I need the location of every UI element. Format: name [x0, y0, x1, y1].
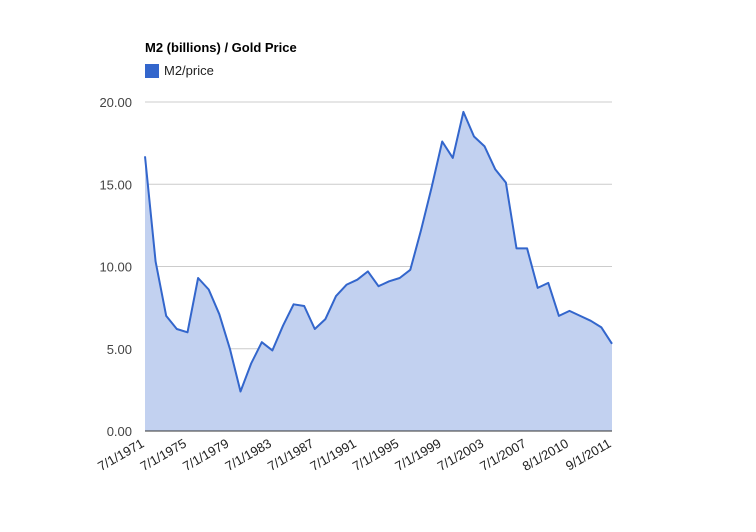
- legend-label: M2/price: [164, 63, 214, 78]
- legend: M2/price: [145, 63, 214, 78]
- x-axis-labels: 7/1/19717/1/19757/1/19797/1/19837/1/1987…: [95, 436, 613, 474]
- legend-swatch-icon: [145, 63, 159, 78]
- y-tick-label: 20.00: [99, 95, 132, 110]
- data-line: [144, 110, 613, 393]
- x-tick-label: 7/1/1983: [223, 436, 274, 474]
- x-tick-label: 7/1/1999: [392, 436, 443, 474]
- y-tick-label: 5.00: [107, 342, 132, 357]
- x-tick-label: 7/1/1987: [265, 436, 316, 474]
- y-tick-label: 15.00: [99, 177, 132, 192]
- x-tick-label: 7/1/1991: [307, 436, 358, 474]
- x-tick-label: 7/1/1995: [350, 436, 401, 474]
- x-tick-label: 8/1/2010: [520, 436, 571, 474]
- x-tick-label: 9/1/2011: [563, 436, 613, 474]
- y-tick-label: 10.00: [99, 260, 132, 275]
- y-axis-labels: 0.00 5.00 10.00 15.00 20.00: [99, 95, 132, 439]
- x-tick-label: 7/1/1971: [95, 436, 146, 474]
- x-tick-label: 7/1/1975: [138, 436, 189, 474]
- x-tick-label: 7/1/2007: [477, 436, 528, 474]
- chart-title: M2 (billions) / Gold Price: [145, 40, 297, 55]
- y-tick-label: 0.00: [107, 424, 132, 439]
- x-tick-label: 7/1/1979: [180, 436, 231, 474]
- x-tick-label: 7/1/2003: [435, 436, 486, 474]
- area-fill: [145, 111, 612, 432]
